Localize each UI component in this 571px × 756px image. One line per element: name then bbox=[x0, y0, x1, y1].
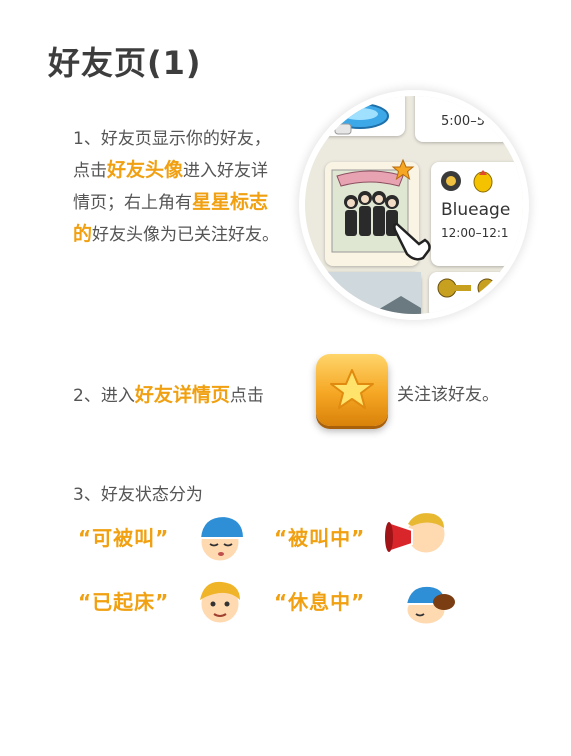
tile-top-right[interactable]: 5:00–5 bbox=[415, 96, 523, 142]
friend-time-range: 12:00–12:1 bbox=[441, 226, 509, 240]
step2-highlight: 好友详情页 bbox=[134, 384, 230, 406]
friend-avatar-tile[interactable] bbox=[325, 158, 419, 266]
friend-info-tile[interactable]: Blueage 12:00–12:1 bbox=[431, 162, 523, 266]
resting-boy-icon bbox=[404, 584, 455, 627]
star-icon bbox=[330, 369, 374, 409]
blue-disc-icon bbox=[331, 103, 389, 135]
step2-text: 2、进入好友详情页点击 bbox=[73, 380, 264, 407]
tap-hand-icon bbox=[393, 222, 431, 261]
friend-name: Blueage bbox=[441, 200, 511, 220]
step2-prefix: 2、进入 bbox=[73, 386, 135, 406]
step1-text: 1、好友页显示你的好友，点击好友头像进入好友详情页；右上角有星星标志的好友头像为… bbox=[73, 124, 283, 251]
tile-bottom-left[interactable] bbox=[311, 272, 421, 314]
key-icons bbox=[437, 278, 497, 298]
step1-middle: 进入好友详情页；右上角有 bbox=[73, 161, 269, 213]
step1-suffix: 好友头像为已关注好友。 bbox=[92, 225, 280, 245]
step1-prefix: 1、好友页显示你的好友，点击 bbox=[73, 129, 271, 181]
megaphone-shouting-icon bbox=[385, 512, 448, 556]
landscape-thumbnail-icon bbox=[311, 272, 421, 314]
star-badge-icon bbox=[391, 158, 415, 181]
tile-time: 5:00–5 bbox=[441, 114, 485, 129]
step1-highlight-star: 星星标志的 bbox=[73, 191, 269, 245]
step2-middle: 点击 bbox=[229, 386, 264, 406]
page-title: 好友页(1) bbox=[48, 44, 202, 82]
friend-status-icons bbox=[441, 170, 493, 193]
friend-page-zoom-screenshot: 5:00–5 Blueage 12:00–12:1 bbox=[305, 96, 523, 314]
awake-boy-icon bbox=[198, 581, 242, 626]
status-awake: “已起床” bbox=[78, 590, 170, 614]
group-avatar-icon bbox=[331, 169, 409, 253]
step2-suffix: 关注该好友。 bbox=[397, 385, 499, 405]
step1-highlight-avatar: 好友头像 bbox=[107, 159, 184, 181]
sleeping-boy-blue-cap-icon bbox=[198, 514, 246, 564]
follow-star-button[interactable] bbox=[316, 354, 388, 426]
tile-bottom-right[interactable] bbox=[429, 272, 523, 314]
status-being-called: “被叫中” bbox=[274, 526, 366, 550]
status-callable: “可被叫” bbox=[78, 526, 170, 550]
step3-heading: 3、好友状态分为 bbox=[73, 485, 203, 505]
status-resting: “休息中” bbox=[274, 590, 366, 614]
tile-top-left bbox=[305, 96, 405, 136]
